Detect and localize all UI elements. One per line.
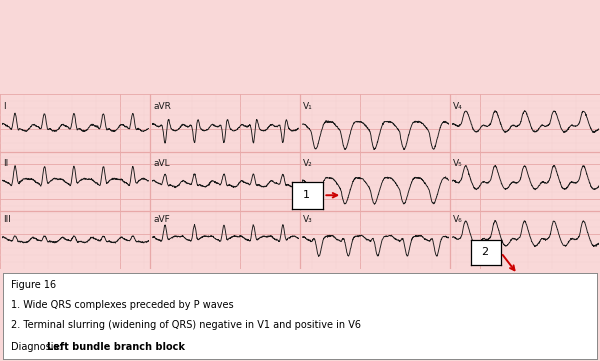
- Text: 2. Terminal slurring (widening of QRS) negative in V1 and positive in V6: 2. Terminal slurring (widening of QRS) n…: [11, 320, 361, 330]
- Text: 1: 1: [303, 190, 310, 200]
- Text: 1. Wide QRS complexes preceded by P waves: 1. Wide QRS complexes preceded by P wave…: [11, 300, 233, 310]
- Text: I: I: [3, 102, 6, 111]
- Text: aVL: aVL: [153, 159, 170, 168]
- Text: V₃: V₃: [303, 216, 313, 225]
- Text: V₆: V₆: [453, 216, 463, 225]
- Text: V₅: V₅: [453, 159, 463, 168]
- Text: aVR: aVR: [153, 102, 171, 111]
- Text: Figure 16: Figure 16: [11, 280, 56, 290]
- Text: V₂: V₂: [303, 159, 313, 168]
- Text: V₁: V₁: [303, 102, 313, 111]
- Text: II: II: [3, 159, 8, 168]
- Text: V₄: V₄: [453, 102, 463, 111]
- Text: III: III: [3, 216, 11, 225]
- Text: Diagnosis:: Diagnosis:: [11, 342, 65, 352]
- Text: 2: 2: [481, 247, 488, 257]
- Text: aVF: aVF: [153, 216, 170, 225]
- Text: Left bundle branch block: Left bundle branch block: [47, 342, 185, 352]
